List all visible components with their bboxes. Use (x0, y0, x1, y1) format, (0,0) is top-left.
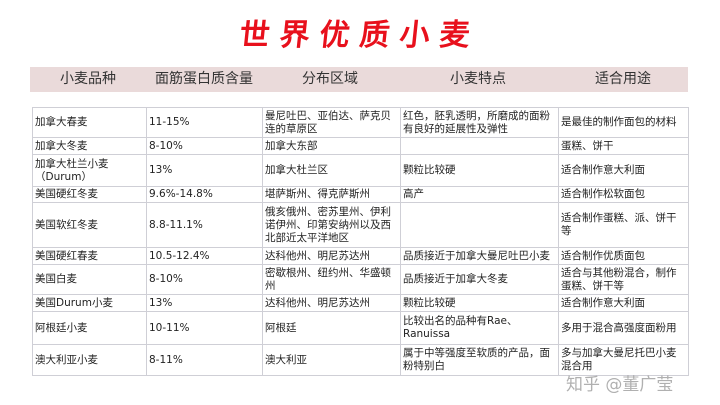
cell-protein: 8-11% (146, 344, 263, 376)
cell-region: 阿根廷 (262, 311, 401, 345)
table-row: 加拿大春麦 11-15% 曼尼吐巴、亚伯达、萨克贝连的草原区 红色，胚乳透明，所磨成的… (32, 107, 689, 138)
cell-protein: 8-10% (146, 137, 263, 155)
header-protein: 面筋蛋白质含量 (155, 71, 253, 87)
cell-variety: 加拿大春麦 (32, 107, 147, 138)
cell-features: 颗粒比较硬 (400, 294, 559, 312)
cell-protein: 13% (146, 294, 263, 312)
cell-variety: 澳大利亚小麦 (32, 344, 147, 376)
cell-region: 密歇根州、纽约州、华盛顿州 (262, 264, 401, 295)
cell-variety: 美国白麦 (32, 264, 147, 295)
cell-variety: 加拿大冬麦 (32, 137, 147, 155)
cell-features: 品质接近于加拿大冬麦 (400, 264, 559, 295)
cell-region: 达科他州、明尼苏达州 (262, 294, 401, 312)
cell-usage: 适合制作意大利面 (558, 154, 689, 187)
cell-protein: 13% (146, 154, 263, 187)
cell-usage: 多与加拿大曼尼托巴小麦混合用 (558, 344, 689, 376)
cell-region: 加拿大杜兰区 (262, 154, 401, 187)
cell-features: 比较出名的品种有Rae、Ranuissa (400, 311, 559, 345)
table-row: 美国软红冬麦 8.8-11.1% 俄亥俄州、密苏里州、伊利诺伊州、印第安纳州以及西北… (32, 202, 689, 248)
header-features: 小麦特点 (450, 71, 506, 87)
table-row: 加拿大杜兰小麦（Durum） 13% 加拿大杜兰区 颗粒比较硬 适合制作意大利面 (32, 154, 689, 187)
cell-features: 红色，胚乳透明，所磨成的面粉有良好的延展性及弹性 (400, 107, 559, 138)
cell-usage: 适合制作意大利面 (558, 294, 689, 312)
cell-protein: 10-11% (146, 311, 263, 345)
cell-features: 高产 (400, 186, 559, 203)
cell-region: 俄亥俄州、密苏里州、伊利诺伊州、印第安纳州以及西北部近太平洋地区 (262, 202, 401, 248)
cell-features: 属于中等强度至软质的产品，面粉特别白 (400, 344, 559, 376)
cell-region: 澳大利亚 (262, 344, 401, 376)
cell-variety: 美国硬红春麦 (32, 247, 147, 265)
cell-usage: 适合与其他粉混合，制作蛋糕、饼干等 (558, 264, 689, 295)
cell-features: 品质接近于加拿大曼尼吐巴小麦 (400, 247, 559, 265)
cell-region: 达科他州、明尼苏达州 (262, 247, 401, 265)
cell-protein: 11-15% (146, 107, 263, 138)
cell-protein: 9.6%-14.8% (146, 186, 263, 203)
cell-variety: 阿根廷小麦 (32, 311, 147, 345)
wheat-table: 加拿大春麦 11-15% 曼尼吐巴、亚伯达、萨克贝连的草原区 红色，胚乳透明，所磨成的… (32, 107, 689, 376)
cell-usage: 适合制作蛋糕、派、饼干等 (558, 202, 689, 248)
cell-usage: 适合制作优质面包 (558, 247, 689, 265)
cell-region: 曼尼吐巴、亚伯达、萨克贝连的草原区 (262, 107, 401, 138)
table-row: 加拿大冬麦 8-10% 加拿大东部 蛋糕、饼干 (32, 137, 689, 155)
table-row: 美国硬红冬麦 9.6%-14.8% 堪萨斯州、得克萨斯州 高产 适合制作松软面包 (32, 186, 689, 203)
table-row: 澳大利亚小麦 8-11% 澳大利亚 属于中等强度至软质的产品，面粉特别白 多与加拿大曼尼… (32, 344, 689, 376)
cell-features (400, 137, 559, 155)
header-usage: 适合用途 (595, 71, 651, 87)
cell-protein: 8.8-11.1% (146, 202, 263, 248)
cell-features: 颗粒比较硬 (400, 154, 559, 187)
cell-features (400, 202, 559, 248)
cell-usage: 是最佳的制作面包的材料 (558, 107, 689, 138)
table-row: 阿根廷小麦 10-11% 阿根廷 比较出名的品种有Rae、Ranuissa 多用于混合高… (32, 311, 689, 345)
header-region: 分布区域 (302, 71, 358, 87)
cell-variety: 美国硬红冬麦 (32, 186, 147, 203)
cell-variety: 加拿大杜兰小麦（Durum） (32, 154, 147, 187)
cell-variety: 美国软红冬麦 (32, 202, 147, 248)
header-variety: 小麦品种 (60, 71, 116, 87)
cell-usage: 蛋糕、饼干 (558, 137, 689, 155)
table-row: 美国白麦 8-10% 密歇根州、纽约州、华盛顿州 品质接近于加拿大冬麦 适合与其他粉混合… (32, 264, 689, 295)
cell-protein: 10.5-12.4% (146, 247, 263, 265)
table-row: 美国Durum小麦 13% 达科他州、明尼苏达州 颗粒比较硬 适合制作意大利面 (32, 294, 689, 312)
page-title: 世界优质小麦 (237, 18, 482, 53)
table-header: 小麦品种 面筋蛋白质含量 分布区域 小麦特点 适合用途 (30, 67, 688, 92)
cell-usage: 适合制作松软面包 (558, 186, 689, 203)
cell-variety: 美国Durum小麦 (32, 294, 147, 312)
cell-protein: 8-10% (146, 264, 263, 295)
cell-region: 加拿大东部 (262, 137, 401, 155)
table-row: 美国硬红春麦 10.5-12.4% 达科他州、明尼苏达州 品质接近于加拿大曼尼吐巴小麦… (32, 247, 689, 265)
cell-region: 堪萨斯州、得克萨斯州 (262, 186, 401, 203)
watermark: 知乎 @董广莹 (566, 375, 674, 395)
cell-usage: 多用于混合高强度面粉用 (558, 311, 689, 345)
